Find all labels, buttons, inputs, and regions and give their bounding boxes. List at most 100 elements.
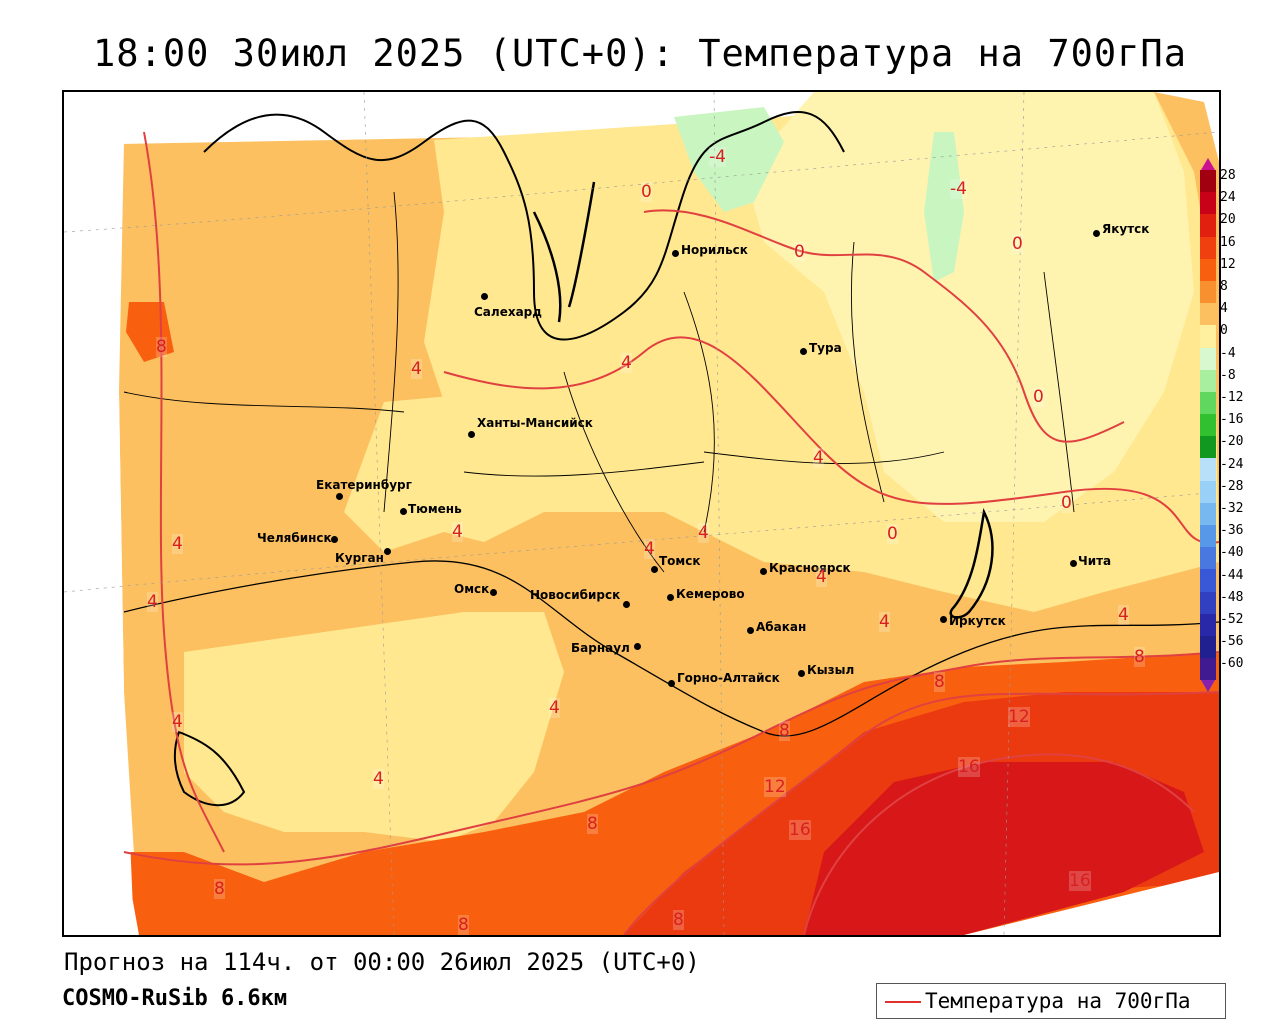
contour-label: 4 (411, 359, 422, 379)
region-0-4-central (344, 392, 754, 552)
baikal-lake (949, 507, 994, 619)
temperature-map (64, 92, 1219, 935)
city-dot-chelyabinsk (331, 536, 338, 543)
arctic-coastline (203, 111, 845, 341)
city-label-kurgan: Курган (335, 551, 384, 565)
colorbar-top-arrow (1201, 158, 1215, 170)
contour-label: 0 (1033, 387, 1044, 407)
colorbar-segment (1200, 325, 1216, 348)
contour-label: 8 (156, 337, 167, 357)
contour-label: 4 (172, 712, 183, 732)
city-label-novosibirsk: Новосибирск (530, 588, 621, 602)
city-dot-norilsk (672, 250, 679, 257)
region-16-20 (804, 762, 1204, 935)
city-dot-irkutsk (940, 616, 947, 623)
colorbar-tick-label: -12 (1220, 390, 1244, 405)
contour-label: 4 (172, 534, 183, 554)
colorbar-tick-label: -28 (1220, 478, 1244, 494)
colorbar-segment (1200, 525, 1216, 548)
city-label-chita: Чита (1078, 554, 1112, 568)
colorbar-tick-label: -32 (1220, 501, 1244, 516)
legend-label: Температура на 700гПа (925, 989, 1191, 1013)
isotherm-4 (143, 131, 225, 853)
colorbar-segment (1200, 303, 1216, 326)
isotherm-12 (623, 691, 1219, 935)
contour-label: 8 (458, 915, 469, 935)
city-label-norilsk: Норильск (681, 243, 748, 257)
city-label-khanty-mansiysk: Ханты-Мансийск (477, 416, 593, 430)
colorbar-tick-label: -52 (1220, 612, 1244, 627)
city-dot-kyzyl (798, 670, 805, 677)
isotherm-8 (123, 651, 1219, 866)
colorbar (1200, 158, 1216, 693)
contour-label: 4 (816, 567, 827, 587)
colorbar-tick-label: -56 (1220, 634, 1244, 650)
no-data-nw (64, 92, 134, 935)
colorbar-tick-label: -4 (1220, 345, 1236, 361)
contour-label: 16 (1069, 871, 1091, 891)
colorbar-segment (1200, 192, 1216, 215)
city-label-chelyabinsk: Челябинск (257, 531, 332, 545)
city-dot-chita (1070, 560, 1077, 567)
city-dot-abakan (747, 627, 754, 634)
contour-label: -4 (709, 147, 726, 167)
colorbar-segment (1200, 635, 1216, 659)
city-dot-barnaul (634, 643, 641, 650)
colorbar-tick-label: 28 (1220, 168, 1236, 183)
contour-label: 4 (452, 522, 463, 542)
contour-label: 0 (887, 524, 898, 544)
contour-label: 4 (549, 698, 560, 718)
city-label-abakan: Абакан (756, 620, 807, 634)
balkhash-lake (173, 730, 246, 807)
city-dot-khanty-mansiysk (468, 431, 475, 438)
city-dot-krasnoyarsk (760, 568, 767, 575)
colorbar-segment (1200, 170, 1216, 193)
contour-label: 16 (789, 820, 811, 840)
colorbar-tick-label: 4 (1220, 301, 1228, 317)
colorbar-segment (1200, 436, 1216, 459)
colorbar-tick-label: -60 (1220, 656, 1244, 672)
isotherm-4b (443, 336, 1219, 544)
isotherm-16 (803, 753, 1195, 935)
country-border-south (123, 560, 1219, 737)
colorbar-tick-label: -20 (1220, 434, 1244, 450)
legend-line-swatch (885, 1001, 921, 1003)
colorbar-segment (1200, 458, 1216, 481)
colorbar-segment (1200, 280, 1216, 304)
colorbar-segment (1200, 591, 1216, 614)
colorbar-segment (1200, 480, 1216, 503)
model-name: COSMO-RuSib 6.6км (62, 986, 288, 1011)
contour-label: 8 (934, 672, 945, 692)
city-label-tura: Тура (809, 341, 842, 355)
contour-label: -4 (950, 179, 967, 199)
city-label-gorno-altaysk: Горно-Алтайск (677, 671, 780, 685)
city-label-tomsk: Томск (659, 554, 701, 568)
contour-label: 0 (641, 182, 652, 202)
colorbar-tick-label: 20 (1220, 212, 1236, 228)
colorbar-segment (1200, 502, 1216, 525)
ob-bay (532, 181, 596, 323)
contour-label: 8 (214, 879, 225, 899)
colorbar-segment (1200, 347, 1216, 370)
lat-lon-grid (64, 92, 1219, 935)
colorbar-segment (1200, 613, 1216, 636)
city-dot-ekaterinburg (336, 493, 343, 500)
colorbar-tick-label: 24 (1220, 190, 1236, 206)
city-dot-omsk (490, 589, 497, 596)
map-panel: Норильск Салехард Тура Якутск Ханты-Манс… (62, 90, 1221, 937)
contour-label: 4 (621, 353, 632, 373)
contour-label: 12 (1008, 707, 1030, 727)
colorbar-segment (1200, 258, 1216, 281)
contour-label: 0 (1061, 493, 1072, 513)
city-label-ekaterinburg: Екатеринбург (316, 478, 412, 492)
colorbar-tick-label: -44 (1220, 567, 1244, 583)
city-dot-tomsk (651, 566, 658, 573)
region-border-2 (123, 391, 945, 477)
colorbar-segment (1200, 414, 1216, 437)
contour-label: 8 (673, 910, 684, 930)
colorbar-tick-label: -36 (1220, 523, 1244, 539)
colorbar-tick-label: -24 (1220, 456, 1244, 472)
city-dot-gorno-altaysk (668, 680, 675, 687)
colorbar-segment (1200, 569, 1216, 592)
colorbar-segment (1200, 369, 1216, 392)
